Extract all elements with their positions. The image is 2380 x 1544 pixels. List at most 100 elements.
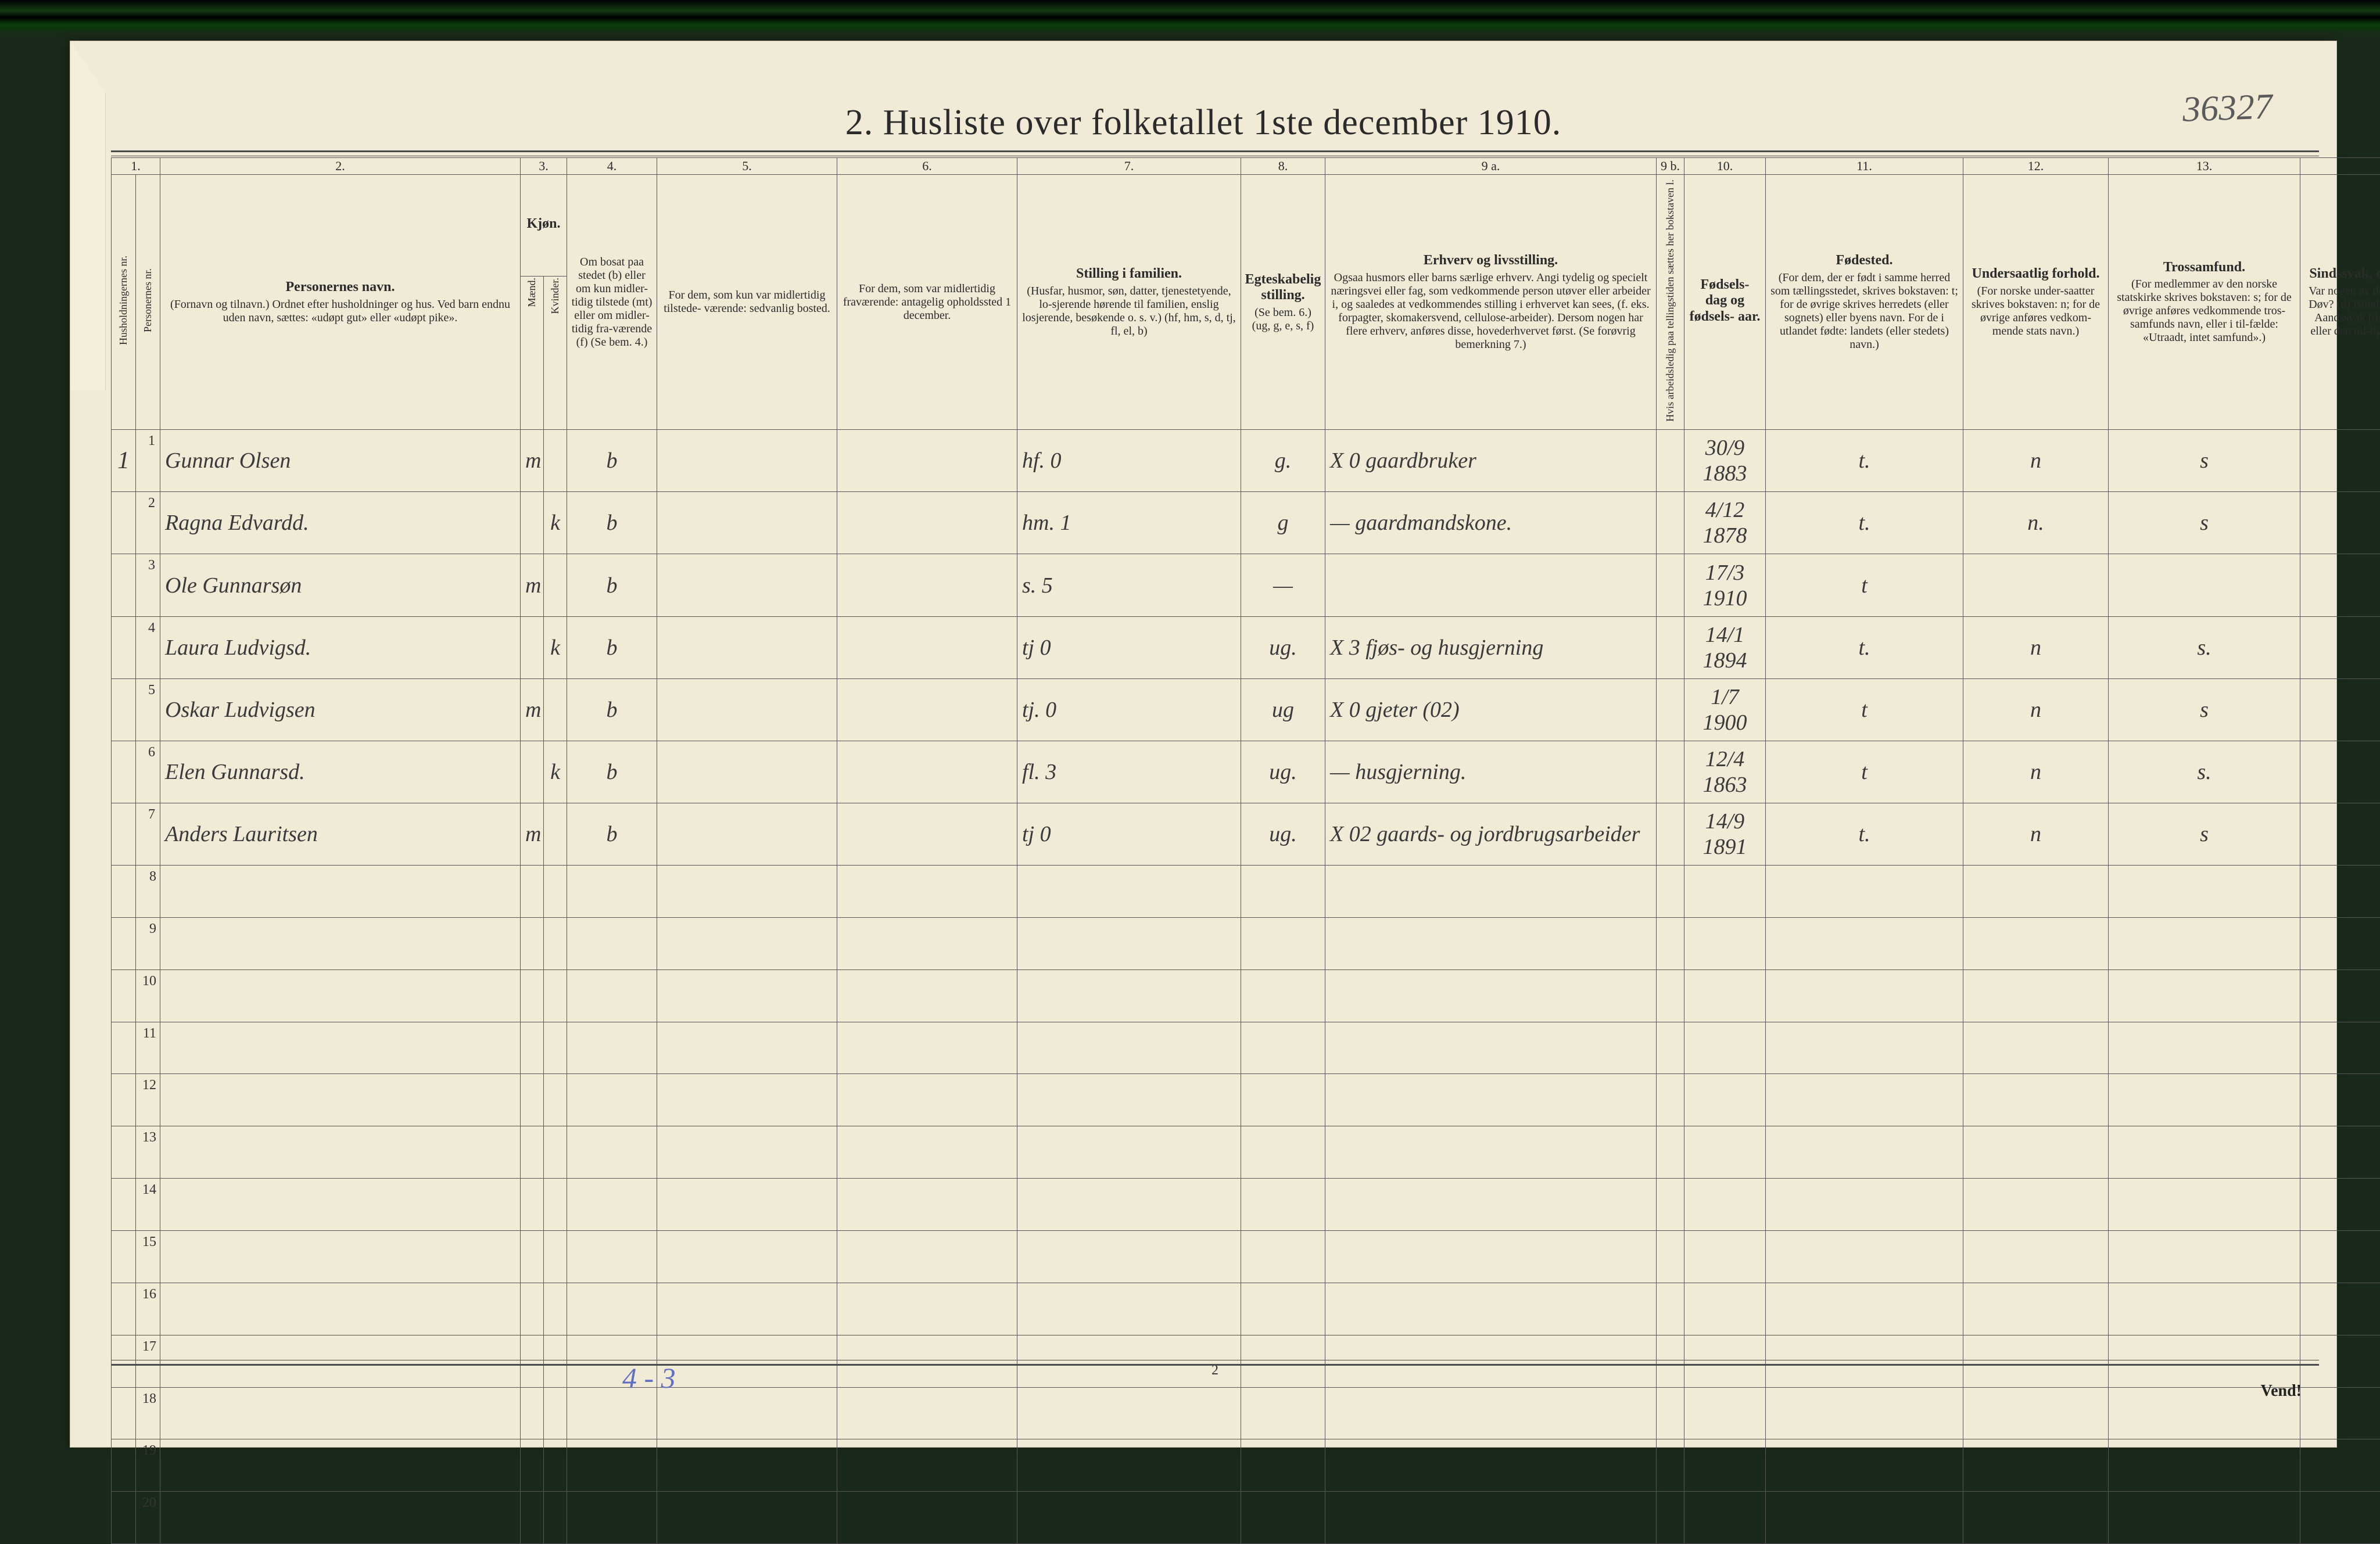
cell-empty xyxy=(521,1074,544,1126)
cell-empty xyxy=(544,917,567,970)
cell-empty xyxy=(2300,1492,2380,1544)
cell-empty xyxy=(837,1231,1017,1283)
cell-nationality: n xyxy=(1963,678,2109,741)
cell-household: 1 xyxy=(112,430,136,492)
cell-name: Oskar Ludvigsen xyxy=(160,678,521,741)
cell-empty xyxy=(521,866,544,918)
cell-unemployed xyxy=(1657,492,1684,554)
table-row: 2Ragna Edvardd.kbhm. 1g— gaardmandskone.… xyxy=(112,492,2380,554)
vend-label: Vend! xyxy=(2260,1382,2302,1401)
cell-present xyxy=(657,492,837,554)
cell-occupation: X 0 gjeter (02) xyxy=(1325,678,1657,741)
cell-religion: s. xyxy=(2109,616,2300,678)
cell-present xyxy=(657,616,837,678)
cell-empty xyxy=(2109,970,2300,1022)
cell-household xyxy=(112,554,136,616)
cell-empty xyxy=(1766,1283,1963,1335)
cell-empty xyxy=(1325,1022,1657,1074)
cell-empty xyxy=(521,1492,544,1544)
cell-empty xyxy=(1325,1179,1657,1231)
cell-birthdate: 1/7 1900 xyxy=(1684,678,1766,741)
cell-marital: ug. xyxy=(1241,616,1325,678)
cell-person-nr: 5 xyxy=(136,678,160,741)
cell-disability xyxy=(2300,430,2380,492)
cell-empty xyxy=(2300,1179,2380,1231)
cell-person-nr: 14 xyxy=(136,1179,160,1231)
cell-empty xyxy=(837,1022,1017,1074)
table-row: 5Oskar Ludvigsenmbtj. 0ugX 0 gjeter (02)… xyxy=(112,678,2380,741)
cell-empty xyxy=(2109,917,2300,970)
colnum-6: 6. xyxy=(837,158,1017,175)
cell-empty xyxy=(1963,1283,2109,1335)
cell-empty xyxy=(1325,917,1657,970)
cell-empty xyxy=(1657,1074,1684,1126)
cell-empty xyxy=(1017,1022,1241,1074)
cell-empty xyxy=(160,1387,521,1439)
subhead-female: Kvinder. xyxy=(544,276,567,429)
cell-family-pos: hf. 0 xyxy=(1017,430,1241,492)
cell-empty xyxy=(2300,917,2380,970)
cell-occupation xyxy=(1325,554,1657,616)
bottom-double-rule xyxy=(111,1360,2319,1366)
cell-empty xyxy=(1657,1283,1684,1335)
colnum-13: 13. xyxy=(2109,158,2300,175)
cell-empty xyxy=(1684,1179,1766,1231)
cell-empty xyxy=(1241,866,1325,918)
cell-disability xyxy=(2300,554,2380,616)
cell-empty xyxy=(544,1022,567,1074)
cell-empty xyxy=(1766,1179,1963,1231)
cell-present xyxy=(657,803,837,865)
cell-empty xyxy=(2109,1022,2300,1074)
cell-residence: b xyxy=(567,741,657,803)
cell-empty xyxy=(1766,1439,1963,1492)
cell-empty xyxy=(160,1231,521,1283)
cell-religion: s. xyxy=(2109,741,2300,803)
cell-birthplace: t. xyxy=(1766,616,1963,678)
head-family-pos: Stilling i familien. (Husfar, husmor, sø… xyxy=(1017,175,1241,430)
cell-absent xyxy=(837,803,1017,865)
table-row: 11Gunnar Olsenmbhf. 0g.X 0 gaardbruker30… xyxy=(112,430,2380,492)
cell-household xyxy=(112,678,136,741)
cell-empty xyxy=(1657,866,1684,918)
cell-empty xyxy=(1766,1492,1963,1544)
cell-name: Anders Lauritsen xyxy=(160,803,521,865)
cell-empty xyxy=(1766,1231,1963,1283)
cell-absent xyxy=(837,554,1017,616)
cell-absent xyxy=(837,678,1017,741)
colnum-1: 1. xyxy=(112,158,160,175)
cell-empty xyxy=(657,1022,837,1074)
cell-birthplace: t xyxy=(1766,678,1963,741)
cell-empty xyxy=(1684,1439,1766,1492)
margin-blue-scribble: 4 - 3 xyxy=(622,1361,676,1395)
cell-empty xyxy=(657,1231,837,1283)
cell-empty xyxy=(837,866,1017,918)
cell-empty xyxy=(2109,1283,2300,1335)
cell-empty xyxy=(160,917,521,970)
head-religion: Trossamfund. (For medlemmer av den norsk… xyxy=(2109,175,2300,430)
cell-empty xyxy=(1325,1439,1657,1492)
subhead-male: Mænd. xyxy=(521,276,544,429)
cell-empty xyxy=(567,1283,657,1335)
cell-empty xyxy=(837,1074,1017,1126)
cell-empty xyxy=(544,866,567,918)
cell-empty xyxy=(2300,1022,2380,1074)
cell-empty xyxy=(1241,1231,1325,1283)
cell-absent xyxy=(837,430,1017,492)
cell-empty xyxy=(1684,866,1766,918)
cell-empty xyxy=(1766,866,1963,918)
cell-empty xyxy=(1963,1074,2109,1126)
cell-household xyxy=(112,1179,136,1231)
cell-person-nr: 3 xyxy=(136,554,160,616)
cell-household xyxy=(112,1387,136,1439)
table-body-empty: 891011121314151617181920 xyxy=(112,866,2380,1544)
cell-empty xyxy=(1963,1492,2109,1544)
table-row-empty: 16 xyxy=(112,1283,2380,1335)
cell-empty xyxy=(544,1126,567,1179)
cell-religion xyxy=(2109,554,2300,616)
cell-person-nr: 20 xyxy=(136,1492,160,1544)
head-person-nr: Personernes nr. xyxy=(136,175,160,430)
cell-sex-k xyxy=(544,803,567,865)
head-present: For dem, som kun var midlertidig tilsted… xyxy=(657,175,837,430)
cell-empty xyxy=(1017,1126,1241,1179)
cell-empty xyxy=(1684,917,1766,970)
